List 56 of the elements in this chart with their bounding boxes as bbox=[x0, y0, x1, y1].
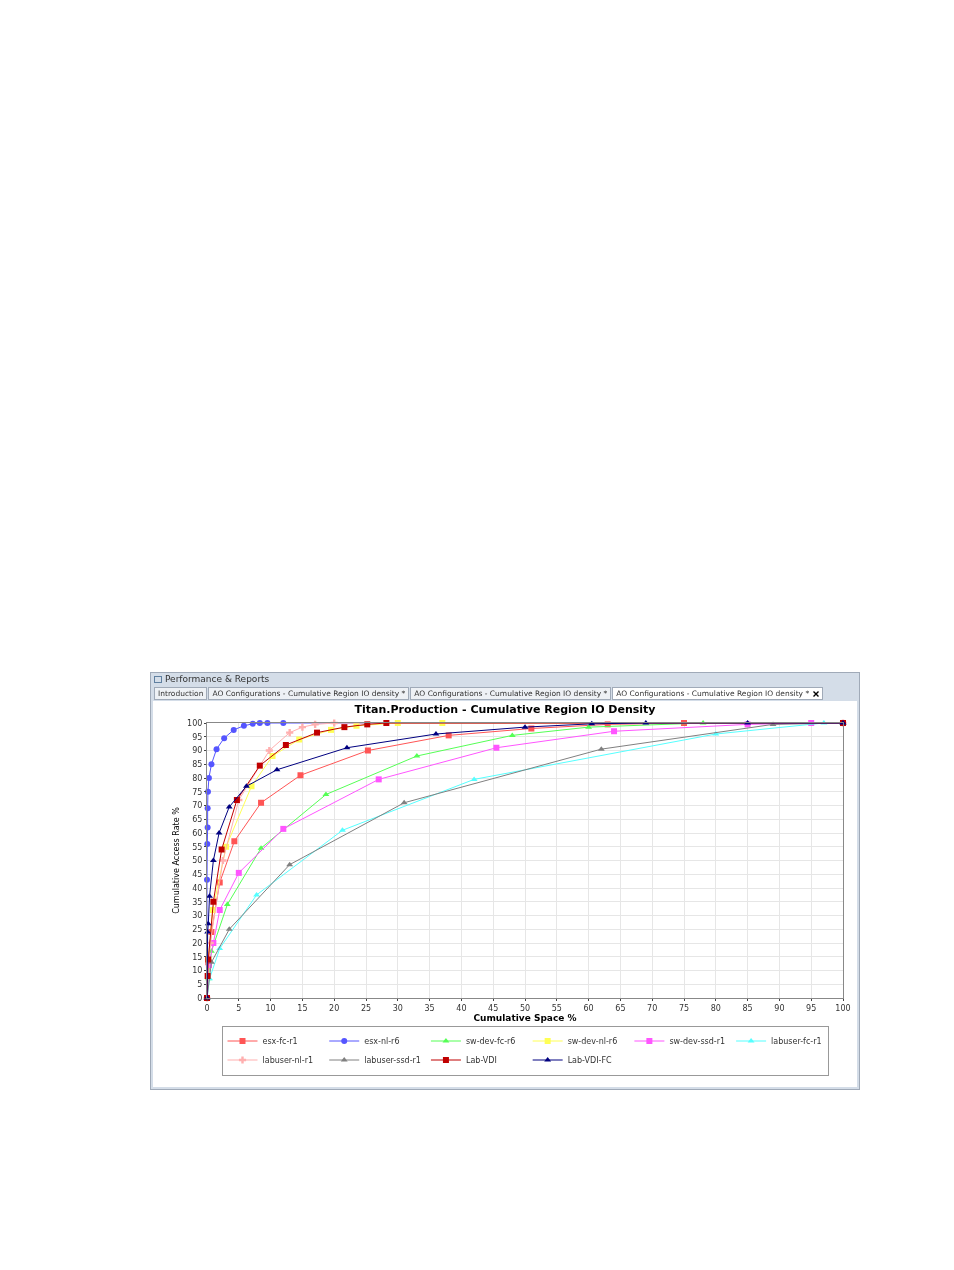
x-axis-title: Cumulative Space % bbox=[473, 1012, 577, 1023]
x-tick-label: 30 bbox=[392, 1003, 403, 1013]
y-tick-label: 100 bbox=[187, 718, 203, 728]
legend-label: labuser-fc-r1 bbox=[771, 1037, 822, 1047]
x-tick-label: 85 bbox=[742, 1003, 753, 1013]
y-tick-label: 25 bbox=[192, 925, 203, 935]
x-tick-label: 25 bbox=[360, 1003, 372, 1013]
y-tick-label: 15 bbox=[192, 952, 203, 962]
x-tick-label: 20 bbox=[329, 1003, 340, 1013]
legend-label: Lab-VDI-FC bbox=[567, 1056, 612, 1066]
y-tick-label: 50 bbox=[192, 856, 203, 866]
x-tick-label: 100 bbox=[835, 1003, 851, 1013]
x-tick-label: 40 bbox=[456, 1003, 467, 1013]
x-tick-label: 90 bbox=[774, 1003, 785, 1013]
x-tick-label: 15 bbox=[297, 1003, 308, 1013]
x-tick-label: 70 bbox=[647, 1003, 658, 1013]
legend-label: sw-dev-nl-r6 bbox=[567, 1037, 618, 1047]
x-tick-label: 95 bbox=[806, 1003, 817, 1013]
y-tick-label: 20 bbox=[192, 938, 203, 948]
legend-label: Lab-VDI bbox=[465, 1056, 497, 1066]
y-tick-label: 35 bbox=[192, 897, 203, 907]
y-tick-label: 10 bbox=[192, 966, 203, 976]
x-tick-label: 80 bbox=[710, 1003, 721, 1013]
x-tick-label: 60 bbox=[583, 1003, 594, 1013]
y-tick-label: 30 bbox=[192, 911, 203, 921]
legend-label: labuser-nl-r1 bbox=[262, 1056, 314, 1066]
y-tick-label: 5 bbox=[197, 980, 203, 990]
legend-label: labuser-ssd-r1 bbox=[364, 1056, 421, 1066]
x-tick-label: 50 bbox=[519, 1003, 531, 1013]
y-tick-label: 75 bbox=[192, 787, 203, 797]
x-tick-label: 55 bbox=[551, 1003, 562, 1013]
y-tick-label: 90 bbox=[192, 746, 203, 756]
x-tick-label: 10 bbox=[265, 1003, 276, 1013]
legend-label: sw-dev-ssd-r1 bbox=[669, 1037, 726, 1047]
x-tick-label: 75 bbox=[678, 1003, 690, 1013]
y-axis-title: Cumulative Access Rate % bbox=[171, 806, 181, 914]
x-tick-label: 0 bbox=[204, 1003, 210, 1013]
y-tick-label: 85 bbox=[192, 760, 203, 770]
chart-title: Titan.Production - Cumulative Region IO Density bbox=[354, 702, 656, 716]
y-tick-label: 60 bbox=[192, 828, 203, 838]
x-tick-label: 45 bbox=[488, 1003, 499, 1013]
x-tick-label: 65 bbox=[615, 1003, 626, 1013]
y-tick-label: 40 bbox=[192, 883, 203, 893]
legend-label: sw-dev-fc-r6 bbox=[465, 1037, 516, 1047]
y-tick-label: 45 bbox=[192, 870, 203, 880]
x-tick-label: 5 bbox=[236, 1003, 242, 1013]
y-tick-label: 95 bbox=[192, 732, 203, 742]
y-tick-label: 0 bbox=[197, 993, 203, 1003]
text: Performance & Reports bbox=[165, 674, 270, 684]
y-tick-label: 80 bbox=[192, 773, 203, 783]
legend-label: esx-fc-r1 bbox=[262, 1037, 298, 1047]
y-tick-label: 55 bbox=[192, 842, 203, 852]
y-tick-label: 70 bbox=[192, 801, 203, 811]
y-tick-label: 65 bbox=[192, 815, 203, 825]
x-tick-label: 35 bbox=[424, 1003, 435, 1013]
legend-label: esx-nl-r6 bbox=[364, 1037, 400, 1047]
